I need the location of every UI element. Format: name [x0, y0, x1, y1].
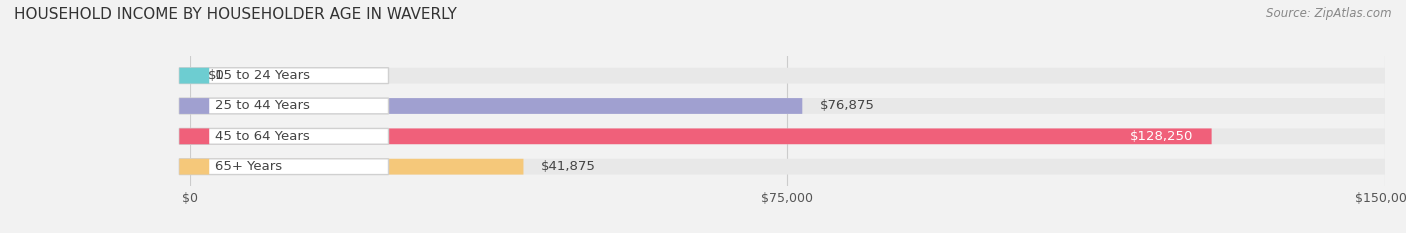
Text: Source: ZipAtlas.com: Source: ZipAtlas.com	[1267, 7, 1392, 20]
Text: $76,875: $76,875	[820, 99, 875, 113]
FancyBboxPatch shape	[180, 98, 209, 114]
Text: HOUSEHOLD INCOME BY HOUSEHOLDER AGE IN WAVERLY: HOUSEHOLD INCOME BY HOUSEHOLDER AGE IN W…	[14, 7, 457, 22]
FancyBboxPatch shape	[190, 128, 1385, 144]
FancyBboxPatch shape	[180, 128, 388, 144]
Text: $41,875: $41,875	[541, 160, 596, 173]
FancyBboxPatch shape	[190, 98, 803, 114]
Text: $0: $0	[208, 69, 225, 82]
FancyBboxPatch shape	[180, 159, 209, 175]
FancyBboxPatch shape	[190, 128, 1212, 144]
FancyBboxPatch shape	[190, 98, 1385, 114]
FancyBboxPatch shape	[190, 159, 1385, 175]
FancyBboxPatch shape	[180, 68, 388, 84]
FancyBboxPatch shape	[180, 159, 388, 175]
Text: 15 to 24 Years: 15 to 24 Years	[215, 69, 311, 82]
Text: 25 to 44 Years: 25 to 44 Years	[215, 99, 311, 113]
FancyBboxPatch shape	[190, 159, 523, 175]
FancyBboxPatch shape	[180, 68, 209, 84]
FancyBboxPatch shape	[190, 68, 1385, 84]
FancyBboxPatch shape	[180, 98, 388, 114]
FancyBboxPatch shape	[180, 128, 209, 144]
Text: $128,250: $128,250	[1130, 130, 1194, 143]
Text: 45 to 64 Years: 45 to 64 Years	[215, 130, 309, 143]
Text: 65+ Years: 65+ Years	[215, 160, 283, 173]
